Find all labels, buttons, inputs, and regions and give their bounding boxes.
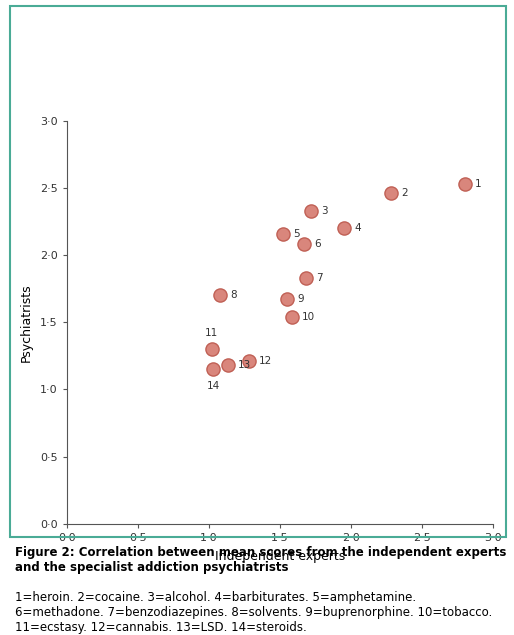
Text: Figure 2: Correlation between mean scores from the independent experts
and the s: Figure 2: Correlation between mean score… [15, 546, 507, 574]
Text: 11: 11 [205, 328, 218, 338]
Y-axis label: Psychiatrists: Psychiatrists [20, 283, 33, 361]
Text: 9: 9 [297, 295, 304, 304]
Point [209, 364, 217, 375]
Text: 7: 7 [316, 273, 322, 283]
Text: 1: 1 [475, 179, 482, 189]
Point [245, 356, 253, 366]
Point [302, 273, 310, 283]
Point [279, 229, 287, 239]
X-axis label: Independent experts: Independent experts [215, 550, 345, 563]
Text: 3: 3 [321, 206, 328, 216]
Point [387, 188, 395, 198]
Point [461, 178, 469, 189]
Point [300, 239, 308, 250]
Text: 8: 8 [230, 290, 237, 300]
Text: 12: 12 [259, 356, 272, 366]
Text: 4: 4 [354, 223, 361, 233]
Point [307, 206, 316, 216]
Point [208, 344, 216, 354]
Text: 2: 2 [401, 188, 408, 198]
Text: 5: 5 [293, 229, 300, 239]
Point [283, 295, 291, 305]
Text: 10: 10 [301, 312, 315, 322]
Text: 6: 6 [314, 239, 321, 250]
Point [216, 290, 225, 300]
Point [224, 360, 232, 370]
Text: 14: 14 [207, 382, 220, 391]
Point [340, 223, 348, 233]
Text: 13: 13 [237, 360, 251, 370]
Text: 1=heroin. 2=cocaine. 3=alcohol. 4=barbiturates. 5=amphetamine.
6=methadone. 7=be: 1=heroin. 2=cocaine. 3=alcohol. 4=barbit… [15, 591, 493, 634]
Point [287, 312, 296, 322]
